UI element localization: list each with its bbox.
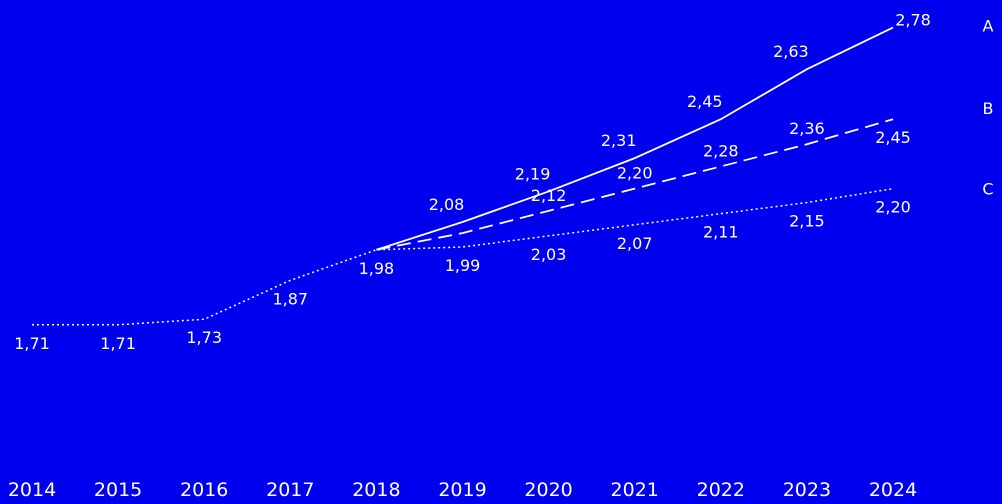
data-label-c: 2,15 bbox=[789, 212, 825, 231]
x-tick-label: 2020 bbox=[524, 479, 572, 501]
x-tick-label: 2017 bbox=[266, 479, 314, 501]
x-tick-label: 2018 bbox=[352, 479, 400, 501]
series-name-a: A bbox=[983, 17, 994, 36]
data-label-a: 2,08 bbox=[429, 195, 465, 214]
data-label-c: 2,03 bbox=[531, 245, 567, 264]
data-label-a: 2,31 bbox=[601, 131, 637, 150]
data-label-a: 2,78 bbox=[895, 11, 931, 30]
data-label-c: 1,87 bbox=[272, 289, 308, 308]
series-name-c: C bbox=[982, 180, 993, 199]
series-line-b bbox=[376, 118, 894, 251]
data-label-c: 2,20 bbox=[875, 198, 911, 217]
x-tick-label: 2024 bbox=[869, 479, 917, 501]
x-tick-label: 2016 bbox=[180, 479, 228, 501]
data-label-a: 2,45 bbox=[687, 92, 723, 111]
data-label-a: 2,63 bbox=[773, 42, 809, 61]
x-tick-label: 2019 bbox=[438, 479, 486, 501]
series-name-b: B bbox=[983, 99, 994, 118]
x-tick-label: 2014 bbox=[8, 479, 56, 501]
series-line-a bbox=[376, 26, 894, 251]
data-label-b: 2,36 bbox=[789, 119, 825, 138]
data-label-b: 2,28 bbox=[703, 141, 739, 160]
data-label-b: 2,12 bbox=[531, 186, 567, 205]
data-label-a: 2,19 bbox=[515, 164, 551, 183]
x-tick-label: 2023 bbox=[783, 479, 831, 501]
x-tick-label: 2015 bbox=[94, 479, 142, 501]
data-label-c: 1,99 bbox=[445, 256, 481, 275]
data-label-c: 1,98 bbox=[359, 259, 395, 278]
data-label-c: 1,71 bbox=[14, 334, 50, 353]
data-label-c: 1,71 bbox=[100, 334, 136, 353]
data-label-c: 2,07 bbox=[617, 234, 653, 253]
x-tick-label: 2022 bbox=[697, 479, 745, 501]
data-label-c: 1,73 bbox=[186, 328, 222, 347]
x-tick-label: 2021 bbox=[611, 479, 659, 501]
data-label-c: 2,11 bbox=[703, 223, 739, 242]
data-label-b: 2,20 bbox=[617, 164, 653, 183]
data-label-b: 2,45 bbox=[875, 128, 911, 147]
